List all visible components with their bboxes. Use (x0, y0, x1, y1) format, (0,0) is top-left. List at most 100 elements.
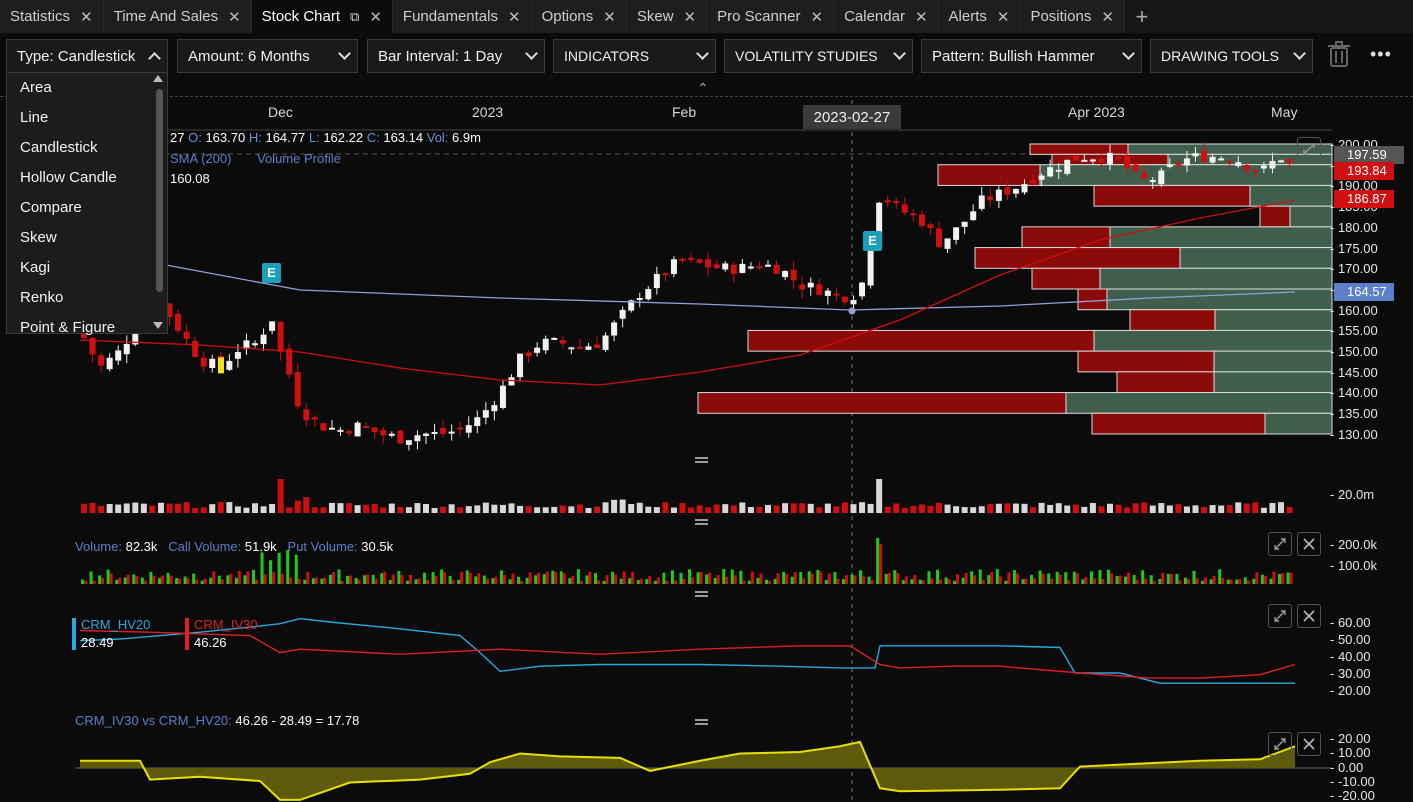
chart-type-option[interactable]: Kagi (20, 259, 51, 276)
volume-bar (841, 502, 848, 513)
amount-select[interactable]: Amount: 6 Months (177, 39, 358, 73)
put-volume-bar (160, 575, 164, 584)
put-volume-bar (426, 579, 429, 584)
scroll-down-icon[interactable] (153, 322, 163, 329)
candle-body (1115, 156, 1122, 159)
close-tab-icon[interactable]: ✕ (683, 8, 697, 26)
scroll-up-icon[interactable] (153, 75, 163, 82)
chart-type-option[interactable]: Area (20, 79, 52, 96)
chart-type-option[interactable]: Skew (20, 229, 57, 246)
put-volume-bar (750, 571, 754, 584)
earnings-badge[interactable]: E (262, 263, 281, 283)
put-volume-label: Put Volume: (287, 539, 358, 554)
tab-calendar[interactable]: Calendar ✕ (834, 0, 939, 33)
call-volume-bar (713, 577, 717, 584)
chart-type-option[interactable]: Hollow Candle (20, 169, 117, 186)
volume-bar (756, 506, 763, 513)
put-volume-bar (195, 579, 199, 584)
close-tab-icon[interactable]: ✕ (228, 8, 241, 26)
tab-statistics[interactable]: Statistics ✕ (0, 0, 104, 33)
volume-profile-label[interactable]: Volume Profile (257, 151, 341, 166)
close-icon[interactable] (1297, 732, 1321, 756)
chart-type-option[interactable]: Line (20, 109, 49, 126)
tab-skew[interactable]: Skew ✕ (626, 0, 708, 33)
candle-body (1192, 153, 1199, 157)
collapse-toolbar-icon[interactable]: ⌃ (697, 80, 709, 96)
volume-profile-bar (1029, 143, 1129, 155)
sma-study-label[interactable]: SMA (200) (170, 151, 232, 166)
indicators-select[interactable]: INDICATORS (553, 39, 716, 73)
axis-value: -10.00 (1337, 773, 1375, 789)
call-volume-bar (115, 579, 119, 584)
expand-icon[interactable] (1268, 732, 1292, 756)
candle-body (953, 227, 960, 240)
chart-toolbar: Type: Candlestick Amount: 6 Months Bar I… (0, 33, 1413, 79)
dropdown-scrollbar[interactable] (156, 89, 163, 292)
volume-value: 6.9m (452, 130, 481, 145)
put-volume-bar (443, 572, 447, 584)
expand-icon[interactable] (1297, 137, 1321, 161)
call-volume-bar (1183, 577, 1187, 584)
put-volume-bar (956, 574, 960, 584)
close-tab-icon[interactable]: ✕ (810, 8, 824, 26)
candle-body (320, 423, 327, 431)
tab-stock-chart[interactable]: Stock Chart ⧉ ✕ (251, 0, 393, 33)
earnings-badge[interactable]: E (863, 231, 882, 251)
call-volume-bar (431, 572, 435, 584)
call-volume-bar (636, 580, 640, 584)
axis-value: 180.00 (1337, 219, 1378, 235)
close-tab-icon[interactable]: ✕ (996, 8, 1010, 26)
candle-body (551, 337, 558, 340)
chart-type-option[interactable]: Renko (20, 289, 64, 306)
more-options-icon[interactable]: ••• (1370, 44, 1392, 64)
close-icon[interactable] (1297, 604, 1321, 628)
volume-bar (773, 505, 780, 513)
tab-pro-scanner[interactable]: Pro Scanner ✕ (707, 0, 835, 33)
volume-bar (636, 502, 643, 513)
spread-line (80, 740, 1296, 801)
volume-bar (653, 507, 660, 513)
close-tab-icon[interactable]: ✕ (80, 8, 93, 26)
close-tab-icon[interactable]: ✕ (507, 8, 521, 26)
volume-bar (551, 506, 558, 513)
call-volume-bar (1166, 573, 1170, 584)
axis-value: 200.0k (1337, 537, 1377, 552)
expand-icon[interactable] (1268, 532, 1292, 556)
call-volume-bar (978, 569, 982, 584)
drawing-tools-select[interactable]: DRAWING TOOLS (1150, 39, 1313, 73)
add-tab-icon[interactable]: + (1135, 3, 1149, 29)
close-tab-icon[interactable]: ✕ (369, 8, 382, 26)
put-volume-bar (511, 573, 515, 584)
tab-positions[interactable]: Positions ✕ (1020, 0, 1125, 33)
volume-bar (132, 502, 139, 513)
volatility-studies-select[interactable]: VOLATILITY STUDIES (724, 39, 913, 73)
volume-bar (1226, 505, 1233, 513)
amount-label: Amount: 6 Months (188, 47, 310, 65)
chart-type-option[interactable]: Candlestick (20, 139, 98, 156)
put-volume-bar (665, 580, 669, 584)
tab-options[interactable]: Options ✕ (531, 0, 627, 33)
tab-fundamentals[interactable]: Fundamentals ✕ (392, 0, 532, 33)
popout-icon[interactable]: ⧉ (350, 8, 360, 24)
call-volume-bar (1158, 578, 1162, 584)
pattern-select[interactable]: Pattern: Bullish Hammer (921, 39, 1142, 73)
tab-time-and-sales[interactable]: Time And Sales ✕ (103, 0, 252, 33)
drawing-tools-label: DRAWING TOOLS (1161, 48, 1279, 64)
trash-icon[interactable] (1325, 40, 1353, 68)
put-volume-bar (1092, 578, 1096, 584)
bar-interval-select[interactable]: Bar Interval: 1 Day (367, 39, 545, 73)
put-volume-bar (862, 576, 866, 584)
chart-type-option[interactable]: Compare (20, 199, 82, 216)
close-tab-icon[interactable]: ✕ (1101, 8, 1114, 26)
tab-alerts[interactable]: Alerts ✕ (938, 0, 1021, 33)
chart-type-option[interactable]: Point & Figure (20, 319, 116, 336)
chart-type-select[interactable]: Type: Candlestick (6, 39, 168, 73)
put-volume-bar (990, 572, 994, 584)
close-icon[interactable] (1297, 532, 1321, 556)
close-tab-icon[interactable]: ✕ (914, 8, 928, 26)
close-tab-icon[interactable]: ✕ (603, 8, 616, 26)
expand-icon[interactable] (1268, 604, 1292, 628)
put-volume-bar (528, 572, 532, 584)
volume-bar (987, 504, 994, 513)
